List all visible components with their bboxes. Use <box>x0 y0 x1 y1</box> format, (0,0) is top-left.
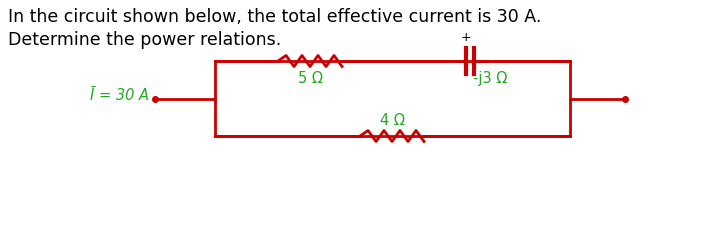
Text: In the circuit shown below, the total effective current is 30 A.: In the circuit shown below, the total ef… <box>8 8 541 26</box>
Text: +: + <box>460 31 471 44</box>
Text: Ī = 30 A: Ī = 30 A <box>90 88 149 103</box>
Text: -j3 Ω: -j3 Ω <box>473 71 507 86</box>
Text: 4 Ω: 4 Ω <box>379 113 405 128</box>
Text: 5 Ω: 5 Ω <box>298 71 322 86</box>
Text: Determine the power relations.: Determine the power relations. <box>8 31 281 49</box>
